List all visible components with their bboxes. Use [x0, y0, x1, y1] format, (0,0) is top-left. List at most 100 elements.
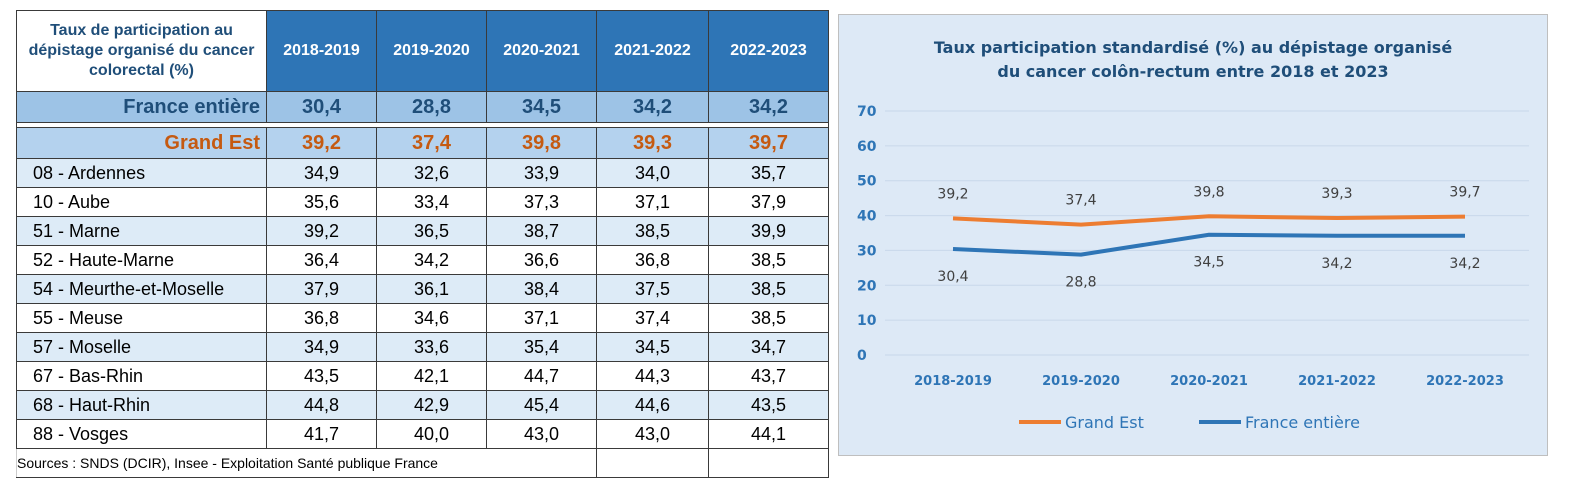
empty-cell [708, 448, 829, 478]
department-rows: 08 - Ardennes 34,9 32,6 33,9 34,0 35,7 10 - Au… [16, 158, 829, 449]
table-row: 88 - Vosges 41,7 40,0 43,0 43,0 44,1 [16, 419, 829, 449]
department-label: 67 - Bas-Rhin [16, 361, 267, 391]
department-value: 37,1 [486, 303, 597, 333]
y-tick-label: 10 [857, 313, 877, 329]
data-label: 39,7 [1449, 185, 1480, 201]
department-value: 35,6 [266, 187, 377, 217]
empty-cell [596, 448, 709, 478]
france-value: 30,4 [266, 91, 377, 123]
department-value: 34,7 [708, 332, 829, 362]
x-tick-label: 2018-2019 [914, 374, 992, 389]
table-row: 10 - Aube 35,6 33,4 37,3 37,1 37,9 [16, 187, 829, 217]
source-row: Sources : SNDS (DCIR), Insee - Exploitat… [16, 448, 829, 478]
department-value: 34,6 [376, 303, 487, 333]
data-label: 34,2 [1321, 256, 1352, 272]
department-value: 33,6 [376, 332, 487, 362]
department-value: 43,0 [596, 419, 709, 449]
department-value: 36,8 [266, 303, 377, 333]
department-value: 45,4 [486, 390, 597, 420]
column-header: 2022-2023 [708, 10, 829, 92]
column-header: 2021-2022 [596, 10, 709, 92]
department-value: 43,0 [486, 419, 597, 449]
department-value: 44,3 [596, 361, 709, 391]
department-value: 38,5 [708, 274, 829, 304]
table-row: 52 - Haute-Marne 36,4 34,2 36,6 36,8 38,5 [16, 245, 829, 275]
france-value: 34,5 [486, 91, 597, 123]
y-tick-label: 60 [857, 139, 877, 155]
x-tick-label: 2020-2021 [1170, 374, 1248, 389]
department-value: 35,4 [486, 332, 597, 362]
table-row: 68 - Haut-Rhin 44,8 42,9 45,4 44,6 43,5 [16, 390, 829, 420]
department-value: 36,8 [596, 245, 709, 275]
department-value: 41,7 [266, 419, 377, 449]
y-tick-label: 70 [857, 104, 877, 120]
data-label: 34,5 [1193, 255, 1224, 271]
department-value: 34,2 [376, 245, 487, 275]
y-tick-label: 40 [857, 209, 877, 225]
department-label: 51 - Marne [16, 216, 267, 246]
department-value: 36,4 [266, 245, 377, 275]
data-label: 39,3 [1321, 186, 1352, 202]
france-row: France entière 30,4 28,8 34,5 34,2 34,2 [16, 91, 829, 123]
department-value: 43,7 [708, 361, 829, 391]
x-tick-label: 2019-2020 [1042, 374, 1120, 389]
legend-label: Grand Est [1065, 413, 1144, 432]
department-value: 44,1 [708, 419, 829, 449]
department-value: 37,3 [486, 187, 597, 217]
department-value: 34,9 [266, 158, 377, 188]
france-value: 34,2 [596, 91, 709, 123]
y-tick-label: 50 [857, 174, 877, 190]
department-value: 36,5 [376, 216, 487, 246]
department-value: 40,0 [376, 419, 487, 449]
table-row: 55 - Meuse 36,8 34,6 37,1 37,4 38,5 [16, 303, 829, 333]
department-label: 08 - Ardennes [16, 158, 267, 188]
france-value: 34,2 [708, 91, 829, 123]
department-value: 34,5 [596, 332, 709, 362]
department-value: 37,9 [266, 274, 377, 304]
department-value: 33,4 [376, 187, 487, 217]
table-row: 51 - Marne 39,2 36,5 38,7 38,5 39,9 [16, 216, 829, 246]
department-label: 52 - Haute-Marne [16, 245, 267, 275]
table-row: 57 - Moselle 34,9 33,6 35,4 34,5 34,7 [16, 332, 829, 362]
y-tick-label: 0 [857, 348, 867, 364]
department-value: 44,8 [266, 390, 377, 420]
table-row: 54 - Meurthe-et-Moselle 37,9 36,1 38,4 37,5 3… [16, 274, 829, 304]
series-line-grand-est [952, 214, 1466, 227]
department-value: 42,1 [376, 361, 487, 391]
grand-est-value: 39,7 [708, 127, 829, 159]
department-value: 43,5 [266, 361, 377, 391]
grand-est-label: Grand Est [16, 127, 267, 159]
department-value: 34,9 [266, 332, 377, 362]
grand-est-value: 37,4 [376, 127, 487, 159]
department-value: 37,4 [596, 303, 709, 333]
department-value: 39,9 [708, 216, 829, 246]
line-chart-panel: Taux participation standardisé (%) au dé… [838, 14, 1548, 456]
department-value: 37,5 [596, 274, 709, 304]
department-label: 57 - Moselle [16, 332, 267, 362]
data-label: 28,8 [1065, 275, 1096, 291]
line-chart: Taux participation standardisé (%) au dé… [857, 38, 1529, 432]
department-label: 10 - Aube [16, 187, 267, 217]
france-label: France entière [16, 91, 267, 123]
department-value: 36,6 [486, 245, 597, 275]
department-label: 88 - Vosges [16, 419, 267, 449]
department-value: 35,7 [708, 158, 829, 188]
chart-title-line: du cancer colôn-rectum entre 2018 et 202… [997, 62, 1388, 81]
department-value: 44,6 [596, 390, 709, 420]
participation-table: Taux de participation au dépistage organ… [16, 10, 829, 478]
department-value: 34,0 [596, 158, 709, 188]
grand-est-value: 39,3 [596, 127, 709, 159]
grand-est-value: 39,8 [486, 127, 597, 159]
table-header-row: Taux de participation au dépistage organ… [16, 10, 829, 92]
data-label: 34,2 [1449, 256, 1480, 272]
grand-est-row: Grand Est 39,2 37,4 39,8 39,3 39,7 [16, 127, 829, 159]
department-value: 32,6 [376, 158, 487, 188]
series-line-france [952, 232, 1465, 257]
department-value: 38,7 [486, 216, 597, 246]
grand-est-value: 39,2 [266, 127, 377, 159]
department-value: 36,1 [376, 274, 487, 304]
department-value: 37,1 [596, 187, 709, 217]
participation-table-container: Taux de participation au dépistage organ… [16, 10, 829, 478]
data-label: 39,2 [937, 186, 968, 202]
table-row: 67 - Bas-Rhin 43,5 42,1 44,7 44,3 43,7 [16, 361, 829, 391]
